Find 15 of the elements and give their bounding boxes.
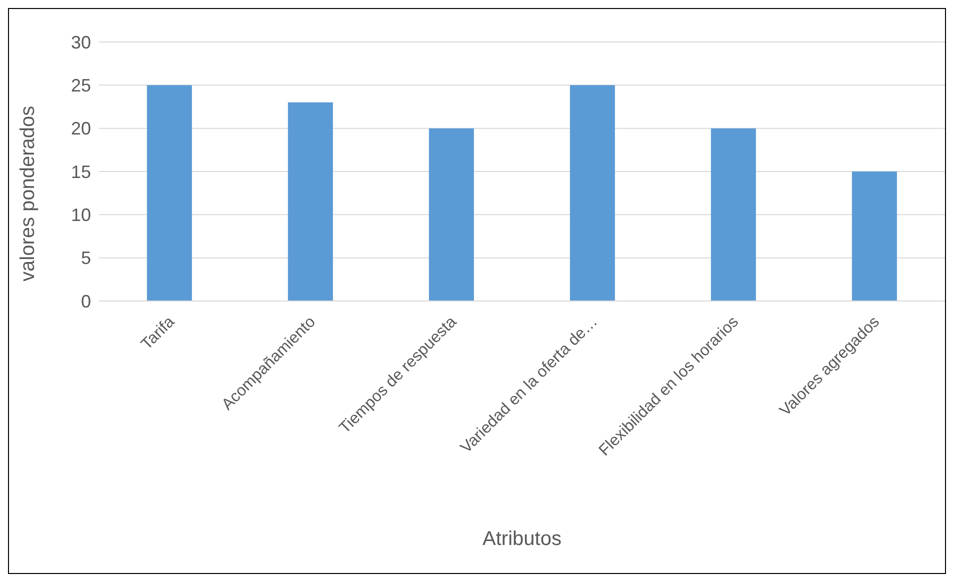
bar bbox=[428, 128, 474, 301]
x-axis-title: Atributos bbox=[482, 528, 562, 550]
bar bbox=[852, 172, 897, 301]
y-tick-label: 10 bbox=[70, 205, 91, 226]
bar bbox=[288, 102, 333, 301]
y-tick-label: 30 bbox=[70, 32, 91, 52]
bar bbox=[146, 85, 192, 301]
bar bbox=[710, 128, 756, 301]
bar bbox=[570, 85, 615, 301]
y-axis-title: valores ponderados bbox=[17, 106, 40, 282]
y-tick-label: 15 bbox=[70, 162, 91, 182]
y-tick-label: 5 bbox=[80, 248, 91, 268]
y-tick-label: 25 bbox=[70, 76, 91, 96]
y-tick-label: 20 bbox=[70, 118, 91, 139]
y-tick-label: 0 bbox=[80, 291, 91, 312]
